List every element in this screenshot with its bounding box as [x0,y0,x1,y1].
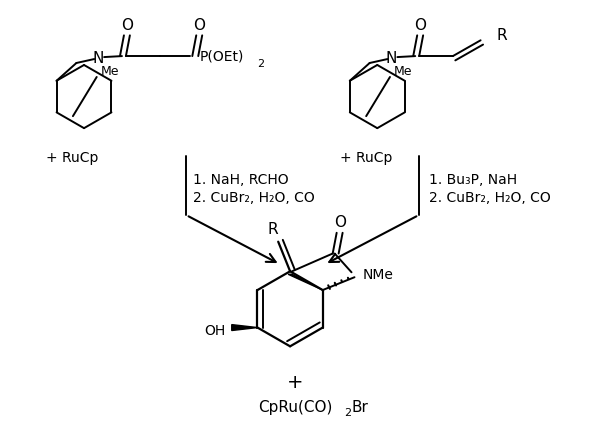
Text: N: N [386,50,397,66]
Text: Br: Br [351,400,368,415]
Text: + RuCp: + RuCp [340,151,392,165]
Text: 1. Bu₃P, NaH: 1. Bu₃P, NaH [429,174,517,187]
Text: OH: OH [204,323,226,338]
Text: Me: Me [101,66,119,79]
Text: 2. CuBr₂, H₂O, CO: 2. CuBr₂, H₂O, CO [193,191,315,205]
Text: NMe: NMe [362,268,393,282]
Text: + RuCp: + RuCp [46,151,99,165]
Text: O: O [414,18,426,33]
Text: P(OEt): P(OEt) [199,49,244,63]
Text: Me: Me [394,66,413,79]
Text: R: R [496,28,507,43]
Polygon shape [232,325,257,331]
Text: +: + [287,373,303,392]
Text: 2: 2 [344,408,351,418]
Text: O: O [334,215,346,230]
Text: CpRu(CO): CpRu(CO) [258,400,332,415]
Text: N: N [92,50,104,66]
Text: 2. CuBr₂, H₂O, CO: 2. CuBr₂, H₂O, CO [429,191,551,205]
Text: O: O [121,18,133,33]
Polygon shape [288,274,323,290]
Text: 1. NaH, RCHO: 1. NaH, RCHO [193,174,289,187]
Text: O: O [193,18,205,33]
Text: 2: 2 [257,59,264,69]
Text: R: R [268,222,278,237]
